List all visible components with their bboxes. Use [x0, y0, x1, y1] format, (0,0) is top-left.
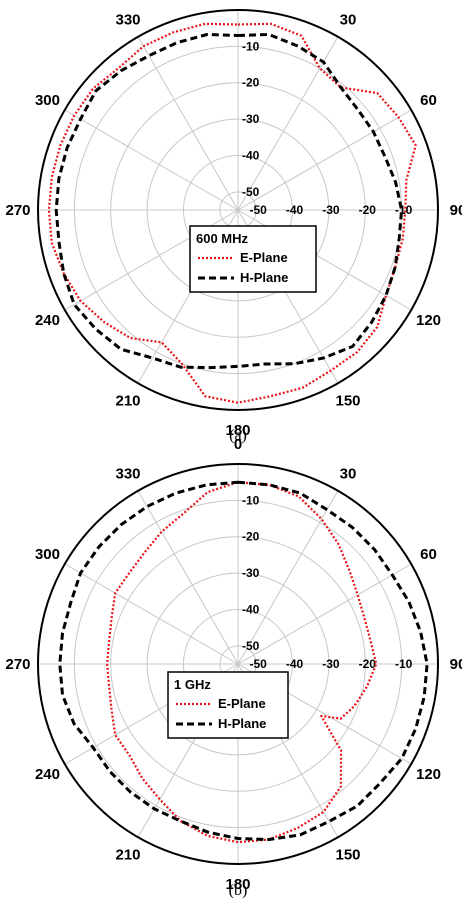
radial-tick-label: -50 — [250, 657, 268, 671]
angle-tick-label: 150 — [335, 847, 360, 864]
panel-caption: (a) — [229, 427, 247, 444]
legend-entry: E-Plane — [218, 696, 266, 711]
angle-tick-label: 210 — [115, 393, 140, 410]
radial-tick-label: -20 — [359, 657, 377, 671]
legend: 600 MHz E-Plane H-Plane — [189, 225, 317, 293]
polar-chart-b: 0 30 60 90 120 150 180 210 240 270 300 330 -50 -50 -40… — [5, 436, 462, 899]
grid-spoke — [237, 109, 412, 211]
angle-tick-label: 330 — [115, 11, 140, 28]
radial-tick-label: -40 — [242, 602, 260, 616]
angle-tick-label: 300 — [35, 92, 60, 109]
angle-tick-label: 60 — [420, 92, 437, 109]
legend-entry: E-Plane — [240, 250, 288, 265]
angle-tick-label: 0 — [234, 436, 242, 453]
radial-tick-label: -30 — [242, 566, 260, 580]
outer-circle — [37, 9, 439, 411]
angle-tick-label: 270 — [5, 202, 30, 219]
legend: 1 GHz E-Plane H-Plane — [167, 671, 289, 739]
series-line-h-plane — [54, 33, 404, 370]
radial-tick-label: -20 — [242, 76, 260, 90]
radial-tick-label: -50 — [250, 203, 268, 217]
radial-tick-label: -30 — [242, 112, 260, 126]
legend-title: 600 MHz — [196, 231, 249, 246]
radial-tick-label: -50 — [242, 185, 260, 199]
panel-caption: (b) — [229, 882, 248, 899]
grid-spoke — [237, 36, 339, 211]
radial-tick-label: -10 — [242, 39, 260, 53]
radial-tick-label: -20 — [359, 203, 377, 217]
angle-tick-label: 60 — [420, 546, 437, 563]
angle-tick-label: 120 — [416, 312, 441, 329]
series-line-e-plane — [106, 481, 378, 844]
angle-tick-label: 210 — [115, 847, 140, 864]
series-line-e-plane — [47, 22, 417, 404]
angle-tick-label: 330 — [115, 465, 140, 482]
legend-entry: H-Plane — [218, 716, 266, 731]
radial-tick-label: -10 — [242, 493, 260, 507]
outer-circle — [37, 463, 439, 865]
grid-spoke — [137, 490, 239, 665]
legend-title: 1 GHz — [174, 677, 211, 692]
angle-tick-label: 30 — [340, 11, 357, 28]
angle-tick-label: 150 — [335, 393, 360, 410]
radial-tick-label: -40 — [286, 657, 304, 671]
radial-tick-label: -30 — [322, 657, 340, 671]
radial-tick-label: -30 — [322, 203, 340, 217]
angle-tick-label: 180 — [225, 422, 250, 439]
angle-tick-label: 30 — [340, 465, 357, 482]
grid-spoke — [237, 563, 412, 665]
angle-tick-label: 300 — [35, 546, 60, 563]
legend-entry: H-Plane — [240, 270, 288, 285]
series-line-h-plane — [58, 480, 429, 841]
angle-tick-label: 90 — [450, 656, 462, 673]
angle-tick-label: 270 — [5, 656, 30, 673]
grid-spoke — [64, 563, 239, 665]
radial-tick-label: -40 — [286, 203, 304, 217]
radial-tick-label: -40 — [242, 148, 260, 162]
angle-tick-label: 90 — [450, 202, 462, 219]
polar-chart-a: 0306090120150180210240270300330-50-50-40… — [5, 9, 462, 444]
angle-tick-label: 240 — [35, 312, 60, 329]
radial-tick-label: -20 — [242, 530, 260, 544]
grid-spoke — [237, 490, 339, 665]
angle-tick-label: 180 — [225, 876, 250, 893]
radial-tick-label: -50 — [242, 639, 260, 653]
grid-spoke — [64, 109, 239, 211]
grid-spoke — [137, 36, 239, 211]
angle-tick-label: 120 — [416, 766, 441, 783]
angle-tick-label: 240 — [35, 766, 60, 783]
radial-tick-label: -10 — [395, 657, 413, 671]
